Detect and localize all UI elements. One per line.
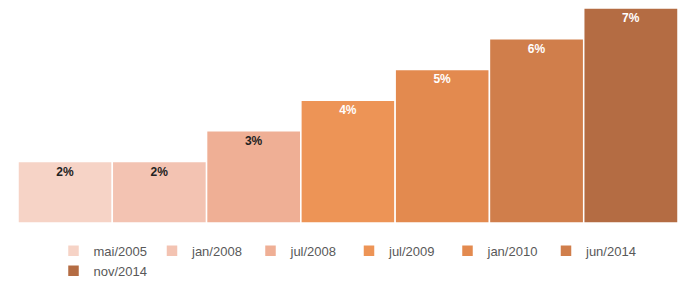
svg-text:5%: 5% [433, 72, 451, 86]
svg-text:6%: 6% [528, 42, 546, 56]
svg-text:4%: 4% [339, 103, 357, 117]
svg-text:jul/2008: jul/2008 [290, 244, 337, 259]
svg-text:2%: 2% [56, 165, 74, 179]
svg-text:2%: 2% [151, 165, 169, 179]
svg-text:nov/2014: nov/2014 [94, 264, 148, 279]
svg-text:jan/2008: jan/2008 [191, 244, 242, 259]
svg-text:7%: 7% [622, 11, 640, 25]
svg-text:mai/2005: mai/2005 [94, 244, 147, 259]
svg-text:jul/2009: jul/2009 [388, 244, 435, 259]
svg-text:jan/2010: jan/2010 [487, 244, 538, 259]
svg-text:3%: 3% [245, 134, 263, 148]
svg-text:jun/2014: jun/2014 [585, 244, 636, 259]
